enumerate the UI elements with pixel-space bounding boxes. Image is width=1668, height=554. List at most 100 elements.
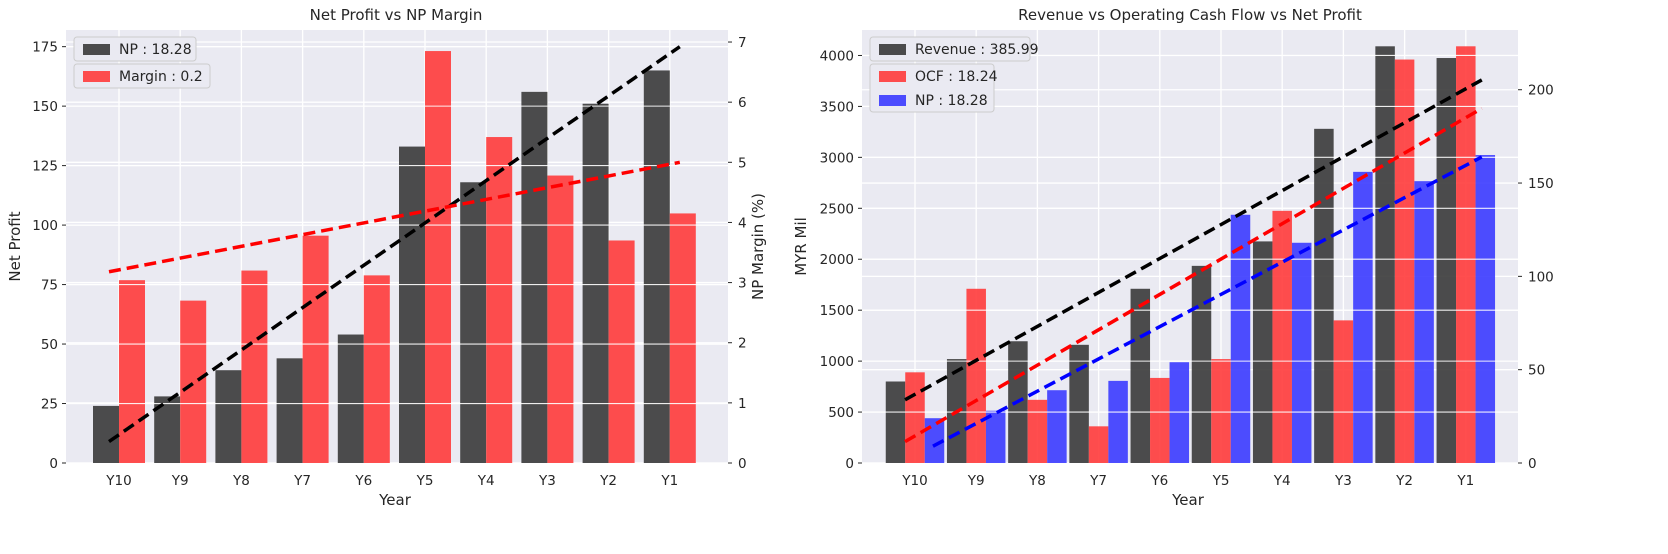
bar-y5-s1 bbox=[1191, 265, 1212, 463]
bar-y7-s1 bbox=[1069, 344, 1089, 463]
bar-y5-s3 bbox=[1230, 214, 1251, 463]
ytick-label-7: 175 bbox=[32, 40, 58, 56]
trendline-3 bbox=[932, 155, 1483, 448]
bar-y4-s2 bbox=[486, 137, 513, 463]
bar-y2-s2 bbox=[1394, 59, 1415, 463]
y-axis-label: Net Profit bbox=[6, 211, 24, 281]
ytick-label-8: 4000 bbox=[820, 48, 854, 64]
legend-swatch-1 bbox=[879, 44, 906, 55]
trendline-2 bbox=[904, 106, 1483, 444]
ytick-label-2: 50 bbox=[41, 337, 58, 353]
bar-y2-s2 bbox=[608, 240, 635, 463]
bar-y10-s2 bbox=[119, 280, 145, 463]
bar-y6-s2 bbox=[363, 275, 390, 463]
bar-y5-s2 bbox=[425, 51, 451, 463]
ytick-right-label-2: 2 bbox=[738, 336, 747, 352]
xtick-label-y10: Y10 bbox=[105, 473, 131, 489]
ytick-label-5: 125 bbox=[32, 159, 58, 175]
ytick-label-2: 1000 bbox=[820, 354, 854, 370]
bar-y10-s1 bbox=[885, 381, 906, 463]
bar-y1-s1 bbox=[1436, 58, 1457, 464]
xtick-label-y9: Y9 bbox=[171, 473, 189, 489]
bar-y7-s1 bbox=[276, 358, 303, 463]
bar-y9-s3 bbox=[985, 410, 1006, 463]
xtick-label-y1: Y1 bbox=[1456, 473, 1474, 489]
ytick-label-1: 25 bbox=[41, 397, 58, 413]
xtick-label-y2: Y2 bbox=[599, 473, 617, 489]
bar-y6-s2 bbox=[1150, 377, 1170, 463]
bar-y10-s2 bbox=[905, 372, 925, 463]
ytick-label-1: 500 bbox=[828, 405, 854, 421]
y-axis-label: MYR Mil bbox=[792, 217, 810, 276]
legend-label-2: OCF : 18.24 bbox=[915, 69, 998, 85]
bar-y4-s2 bbox=[1272, 210, 1292, 463]
ytick-label-4: 100 bbox=[32, 218, 58, 234]
legend: Revenue : 385.99 OCF : 18.24 NP : 18.28 bbox=[869, 36, 1039, 113]
bar-y3-s2 bbox=[1333, 320, 1354, 463]
x-axis-label: Year bbox=[1171, 491, 1205, 509]
xtick-label-y3: Y3 bbox=[538, 473, 556, 489]
xtick-label-y10: Y10 bbox=[901, 473, 927, 489]
legend-label-1: Revenue : 385.99 bbox=[915, 42, 1039, 58]
chart-title: Net Profit vs NP Margin bbox=[310, 6, 483, 24]
legend-label-1: NP : 18.28 bbox=[119, 42, 192, 58]
ytick-right-label-1: 50 bbox=[1528, 363, 1545, 379]
xtick-label-y1: Y1 bbox=[660, 473, 678, 489]
legend-swatch-3 bbox=[879, 95, 906, 106]
chart-panel-1: 0 25 50 75 100 125 150 175 0 1 2 3 4 5 6 7 Y10 Y9 Y8 Y7 Y6 Y5… bbox=[6, 6, 767, 509]
xtick-label-y3: Y3 bbox=[1334, 473, 1352, 489]
series-2-bars bbox=[119, 51, 696, 463]
bar-y3-s2 bbox=[547, 175, 574, 463]
trendline-2 bbox=[108, 160, 681, 274]
ytick-label-7: 3500 bbox=[820, 99, 854, 115]
bar-y3-s1 bbox=[1314, 128, 1334, 464]
bar-y9-s2 bbox=[180, 300, 207, 463]
series-2-bars bbox=[905, 46, 1476, 463]
xtick-label-y8: Y8 bbox=[232, 473, 250, 489]
x-axis-label: Year bbox=[378, 491, 412, 509]
ytick-label-3: 75 bbox=[41, 278, 58, 294]
bar-y3-s1 bbox=[521, 91, 548, 463]
legend-label-3: NP : 18.28 bbox=[915, 93, 988, 109]
ytick-right-label-6: 6 bbox=[738, 95, 747, 111]
ytick-label-3: 1500 bbox=[820, 303, 854, 319]
ytick-label-0: 0 bbox=[845, 456, 854, 472]
xtick-label-y4: Y4 bbox=[1273, 473, 1291, 489]
bar-y4-s1 bbox=[1252, 241, 1273, 463]
ytick-label-0: 0 bbox=[49, 456, 58, 472]
bar-y9-s2 bbox=[966, 288, 986, 463]
ytick-right-label-3: 3 bbox=[738, 276, 747, 292]
xtick-label-y8: Y8 bbox=[1028, 473, 1046, 489]
bar-y2-s1 bbox=[582, 103, 609, 463]
legend-swatch-1 bbox=[83, 44, 110, 55]
series-3-bars bbox=[924, 155, 1496, 463]
ytick-label-6: 3000 bbox=[820, 150, 854, 166]
legend-swatch-2 bbox=[879, 71, 906, 82]
ytick-right-label-1: 1 bbox=[738, 396, 747, 412]
trendline-1 bbox=[904, 78, 1483, 402]
ytick-right-label-7: 7 bbox=[738, 35, 747, 51]
legend-swatch-2 bbox=[83, 71, 110, 82]
bar-y8-s3 bbox=[1047, 390, 1067, 463]
legend-label-2: Margin : 0.2 bbox=[119, 69, 203, 85]
bar-y1-s3 bbox=[1475, 155, 1496, 463]
xtick-label-y9: Y9 bbox=[967, 473, 985, 489]
bar-y6-s1 bbox=[337, 334, 364, 463]
bar-y3-s3 bbox=[1353, 171, 1373, 463]
ytick-right-label-2: 100 bbox=[1528, 269, 1554, 285]
xtick-label-y5: Y5 bbox=[416, 473, 434, 489]
bar-y5-s2 bbox=[1211, 359, 1231, 463]
legend: NP : 18.28 Margin : 0.2 bbox=[73, 36, 211, 89]
ytick-label-5: 2500 bbox=[820, 201, 854, 217]
series-1-bars bbox=[93, 70, 670, 464]
chart-panel-2: 0 500 1000 1500 2000 2500 3000 3500 4000 0 50 100 15… bbox=[792, 6, 1554, 509]
bar-y4-s3 bbox=[1291, 242, 1312, 463]
chart-title: Revenue vs Operating Cash Flow vs Net Pr… bbox=[1018, 6, 1362, 24]
ytick-right-label-0: 0 bbox=[1528, 456, 1537, 472]
ytick-right-label-4: 4 bbox=[738, 215, 747, 231]
xtick-label-y2: Y2 bbox=[1395, 473, 1413, 489]
ytick-right-label-0: 0 bbox=[738, 456, 747, 472]
ytick-label-6: 150 bbox=[32, 99, 58, 115]
xtick-label-y5: Y5 bbox=[1212, 473, 1230, 489]
